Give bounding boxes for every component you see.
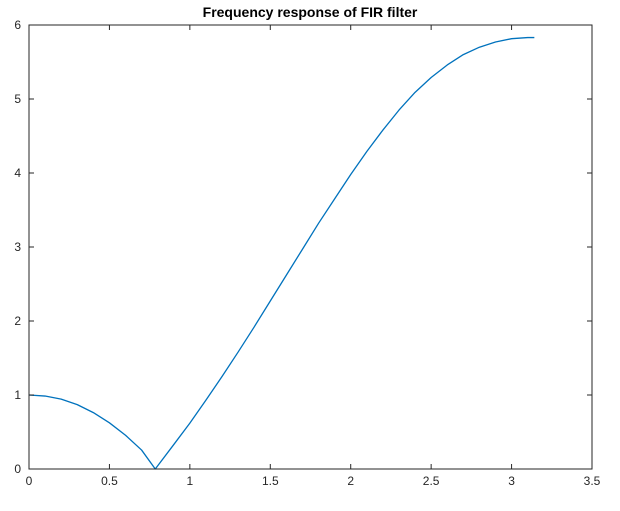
x-tick-label: 1 <box>187 474 194 488</box>
x-tick-label: 0.5 <box>101 474 118 488</box>
x-tick-label: 3 <box>508 474 515 488</box>
x-tick-label: 2 <box>347 474 354 488</box>
x-tick-label: 0 <box>26 474 33 488</box>
y-tick-label: 6 <box>14 18 21 32</box>
series-line-0 <box>28 36 535 470</box>
y-tick-label: 3 <box>14 240 21 254</box>
plot-area <box>28 36 535 470</box>
axes: 0 0.5 1 1.5 2 2.5 3 3.5 0 1 2 3 4 5 6 <box>14 18 600 488</box>
y-tick-label: 5 <box>14 92 21 106</box>
x-tick-label: 1.5 <box>262 474 279 488</box>
y-tick-label: 4 <box>14 166 21 180</box>
y-tick-label: 2 <box>14 314 21 328</box>
y-tick-label: 1 <box>14 388 21 402</box>
chart-title: Frequency response of FIR filter <box>203 4 418 20</box>
x-tick-label: 2.5 <box>423 474 440 488</box>
x-tick-label: 3.5 <box>584 474 601 488</box>
y-tick-label: 0 <box>14 462 21 476</box>
